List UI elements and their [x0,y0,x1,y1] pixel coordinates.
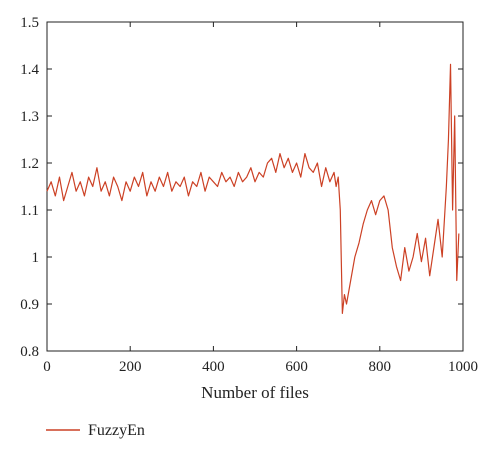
x-tick-label: 200 [119,359,142,375]
y-tick-label: 1 [32,250,40,266]
series-group [46,63,460,314]
plot-frame [46,21,464,352]
legend: FuzzyEn [46,422,145,439]
y-axis-ticks: 0.8 0.9 1 1.1 1.2 1.3 1.4 1.5 [20,15,463,360]
x-tick-label: 600 [285,359,308,375]
x-tick-label: 0 [43,359,51,375]
x-tick-label: 400 [202,359,225,375]
series-line-fuzzyen [46,63,460,314]
plot-area [46,21,464,352]
x-axis-title: Number of files [201,383,309,402]
x-tick-label: 1000 [448,359,478,375]
y-tick-label: 0.8 [20,344,39,360]
y-tick-label: 0.9 [20,297,39,313]
legend-label-fuzzyen: FuzzyEn [88,422,145,439]
y-tick-label: 1.1 [20,203,39,219]
x-axis-ticks: 0 200 400 600 800 1000 [43,22,478,375]
y-tick-label: 1.3 [20,109,39,125]
x-tick-label: 800 [369,359,392,375]
y-tick-label: 1.4 [20,62,39,78]
y-tick-label: 1.5 [20,15,39,31]
y-tick-label: 1.2 [20,156,39,172]
